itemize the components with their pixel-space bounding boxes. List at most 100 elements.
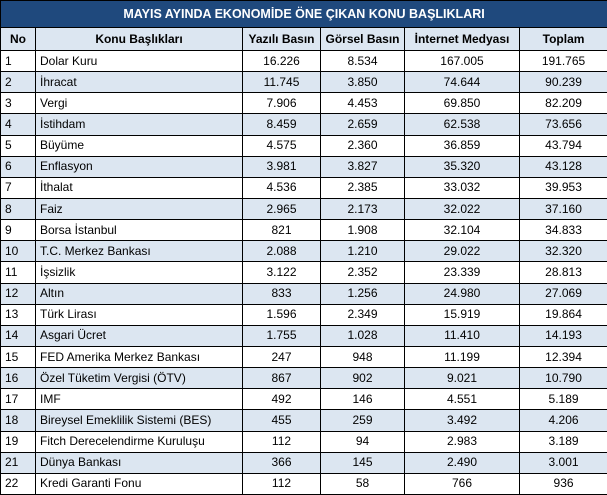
cell-visual-media: 2.360 [320,134,405,157]
cell-internet-media: 62.538 [404,113,520,136]
cell-total: 14.193 [518,324,607,347]
table-row: 17 IMF 492 146 4.551 5.189 [0,388,607,411]
table-title: MAYIS AYINDA EKONOMİDE ÖNE ÇIKAN KONU BA… [0,0,607,28]
cell-print-media: 4.536 [242,176,321,199]
header-print-media: Yazılı Basın [242,27,321,51]
cell-total: 19.864 [518,303,607,326]
cell-print-media: 867 [242,367,321,390]
cell-total: 43.128 [518,155,607,178]
cell-print-media: 112 [242,472,321,495]
cell-no: 15 [0,345,36,369]
cell-total: 12.394 [518,345,607,369]
cell-internet-media: 69.850 [404,92,520,115]
cell-topic: IMF [35,388,243,411]
table-row: 9 Borsa İstanbul 821 1.908 32.104 34.833 [0,219,607,242]
cell-visual-media: 3.827 [320,155,405,178]
cell-topic: Bireysel Emeklilik Sistemi (BES) [35,409,243,432]
header-internet-media: İnternet Medyası [404,27,520,51]
cell-visual-media: 1.028 [320,324,405,347]
cell-topic: FED Amerika Merkez Bankası [35,345,243,369]
table-row: 15 FED Amerika Merkez Bankası 247 948 11.199… [0,345,607,369]
cell-internet-media: 23.339 [404,261,520,284]
cell-print-media: 2.088 [242,240,321,263]
cell-no: 10 [0,240,36,263]
cell-print-media: 7.906 [242,92,321,115]
cell-print-media: 112 [242,430,321,453]
cell-print-media: 1.596 [242,303,321,326]
cell-print-media: 16.226 [242,49,321,73]
cell-no: 14 [0,324,36,347]
cell-total: 32.320 [518,240,607,263]
cell-topic: Borsa İstanbul [35,219,243,242]
cell-print-media: 833 [242,282,321,305]
cell-topic: Vergi [35,92,243,115]
cell-internet-media: 36.859 [404,134,520,157]
cell-total: 5.189 [518,388,607,411]
cell-print-media: 4.575 [242,134,321,157]
cell-total: 73.656 [518,113,607,136]
cell-visual-media: 948 [320,345,405,369]
cell-topic: İthalat [35,176,243,199]
cell-no: 13 [0,303,36,326]
cell-total: 82.209 [518,92,607,115]
cell-internet-media: 15.919 [404,303,520,326]
cell-topic: Asgari Ücret [35,324,243,347]
cell-topic: Özel Tüketim Vergisi (ÖTV) [35,367,243,390]
cell-visual-media: 145 [320,451,405,474]
cell-internet-media: 11.410 [404,324,520,347]
table-row: 7 İthalat 4.536 2.385 33.032 39.953 [0,176,607,199]
cell-topic: Büyüme [35,134,243,157]
cell-no: 19 [0,430,36,453]
cell-visual-media: 146 [320,388,405,411]
cell-total: 3.189 [518,430,607,453]
cell-internet-media: 74.644 [404,71,520,94]
table-row: 1 Dolar Kuru 16.226 8.534 167.005 191.765 [0,49,607,73]
cell-visual-media: 2.659 [320,113,405,136]
cell-print-media: 2.965 [242,197,321,221]
cell-no: 21 [0,451,36,474]
cell-visual-media: 902 [320,367,405,390]
cell-visual-media: 1.210 [320,240,405,263]
table-row: 8 Faiz 2.965 2.173 32.022 37.160 [0,197,607,221]
cell-internet-media: 2.490 [404,451,520,474]
cell-total: 4.206 [518,409,607,432]
cell-total: 27.069 [518,282,607,305]
cell-topic: T.C. Merkez Bankası [35,240,243,263]
cell-topic: Fitch Derecelendirme Kuruluşu [35,430,243,453]
cell-total: 936 [518,472,607,495]
cell-internet-media: 4.551 [404,388,520,411]
cell-visual-media: 2.352 [320,261,405,284]
cell-topic: Dolar Kuru [35,49,243,73]
cell-internet-media: 24.980 [404,282,520,305]
table-row: 2 İhracat 11.745 3.850 74.644 90.239 [0,71,607,94]
cell-visual-media: 58 [320,472,405,495]
cell-visual-media: 1.256 [320,282,405,305]
header-topic: Konu Başlıkları [35,27,243,51]
cell-topic: Dünya Bankası [35,451,243,474]
cell-visual-media: 2.349 [320,303,405,326]
cell-total: 28.813 [518,261,607,284]
cell-topic: Altın [35,282,243,305]
cell-print-media: 1.755 [242,324,321,347]
cell-no: 11 [0,261,36,284]
cell-no: 2 [0,71,36,94]
cell-visual-media: 8.534 [320,49,405,73]
cell-print-media: 11.745 [242,71,321,94]
cell-internet-media: 29.022 [404,240,520,263]
cell-total: 90.239 [518,71,607,94]
cell-print-media: 8.459 [242,113,321,136]
table-row: 19 Fitch Derecelendirme Kuruluşu 112 94 2.98… [0,430,607,453]
cell-internet-media: 32.022 [404,197,520,221]
cell-visual-media: 2.173 [320,197,405,221]
cell-no: 7 [0,176,36,199]
cell-internet-media: 167.005 [404,49,520,73]
cell-no: 4 [0,113,36,136]
table-row: 18 Bireysel Emeklilik Sistemi (BES) 455 259… [0,409,607,432]
table-row: 4 İstihdam 8.459 2.659 62.538 73.656 [0,113,607,136]
table-body: 1 Dolar Kuru 16.226 8.534 167.005 191.765 2 İhr… [0,49,607,495]
table-row: 13 Türk Lirası 1.596 2.349 15.919 19.864 [0,303,607,326]
cell-internet-media: 3.492 [404,409,520,432]
table-row: 10 T.C. Merkez Bankası 2.088 1.210 29.022 32.… [0,240,607,263]
table-row: 16 Özel Tüketim Vergisi (ÖTV) 867 902 9.021 1… [0,367,607,390]
